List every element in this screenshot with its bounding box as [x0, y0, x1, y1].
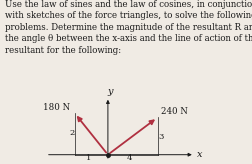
Text: 240 N: 240 N: [160, 107, 187, 116]
Text: Use the law of sines and the law of cosines, in conjunction
with sketches of the: Use the law of sines and the law of cosi…: [5, 0, 252, 55]
Text: y: y: [107, 87, 112, 96]
Text: 180 N: 180 N: [43, 103, 70, 112]
Text: 2: 2: [69, 129, 74, 137]
Text: 3: 3: [157, 133, 163, 141]
Text: 1: 1: [85, 154, 90, 162]
Text: 4: 4: [126, 154, 132, 162]
Text: x: x: [196, 150, 202, 159]
